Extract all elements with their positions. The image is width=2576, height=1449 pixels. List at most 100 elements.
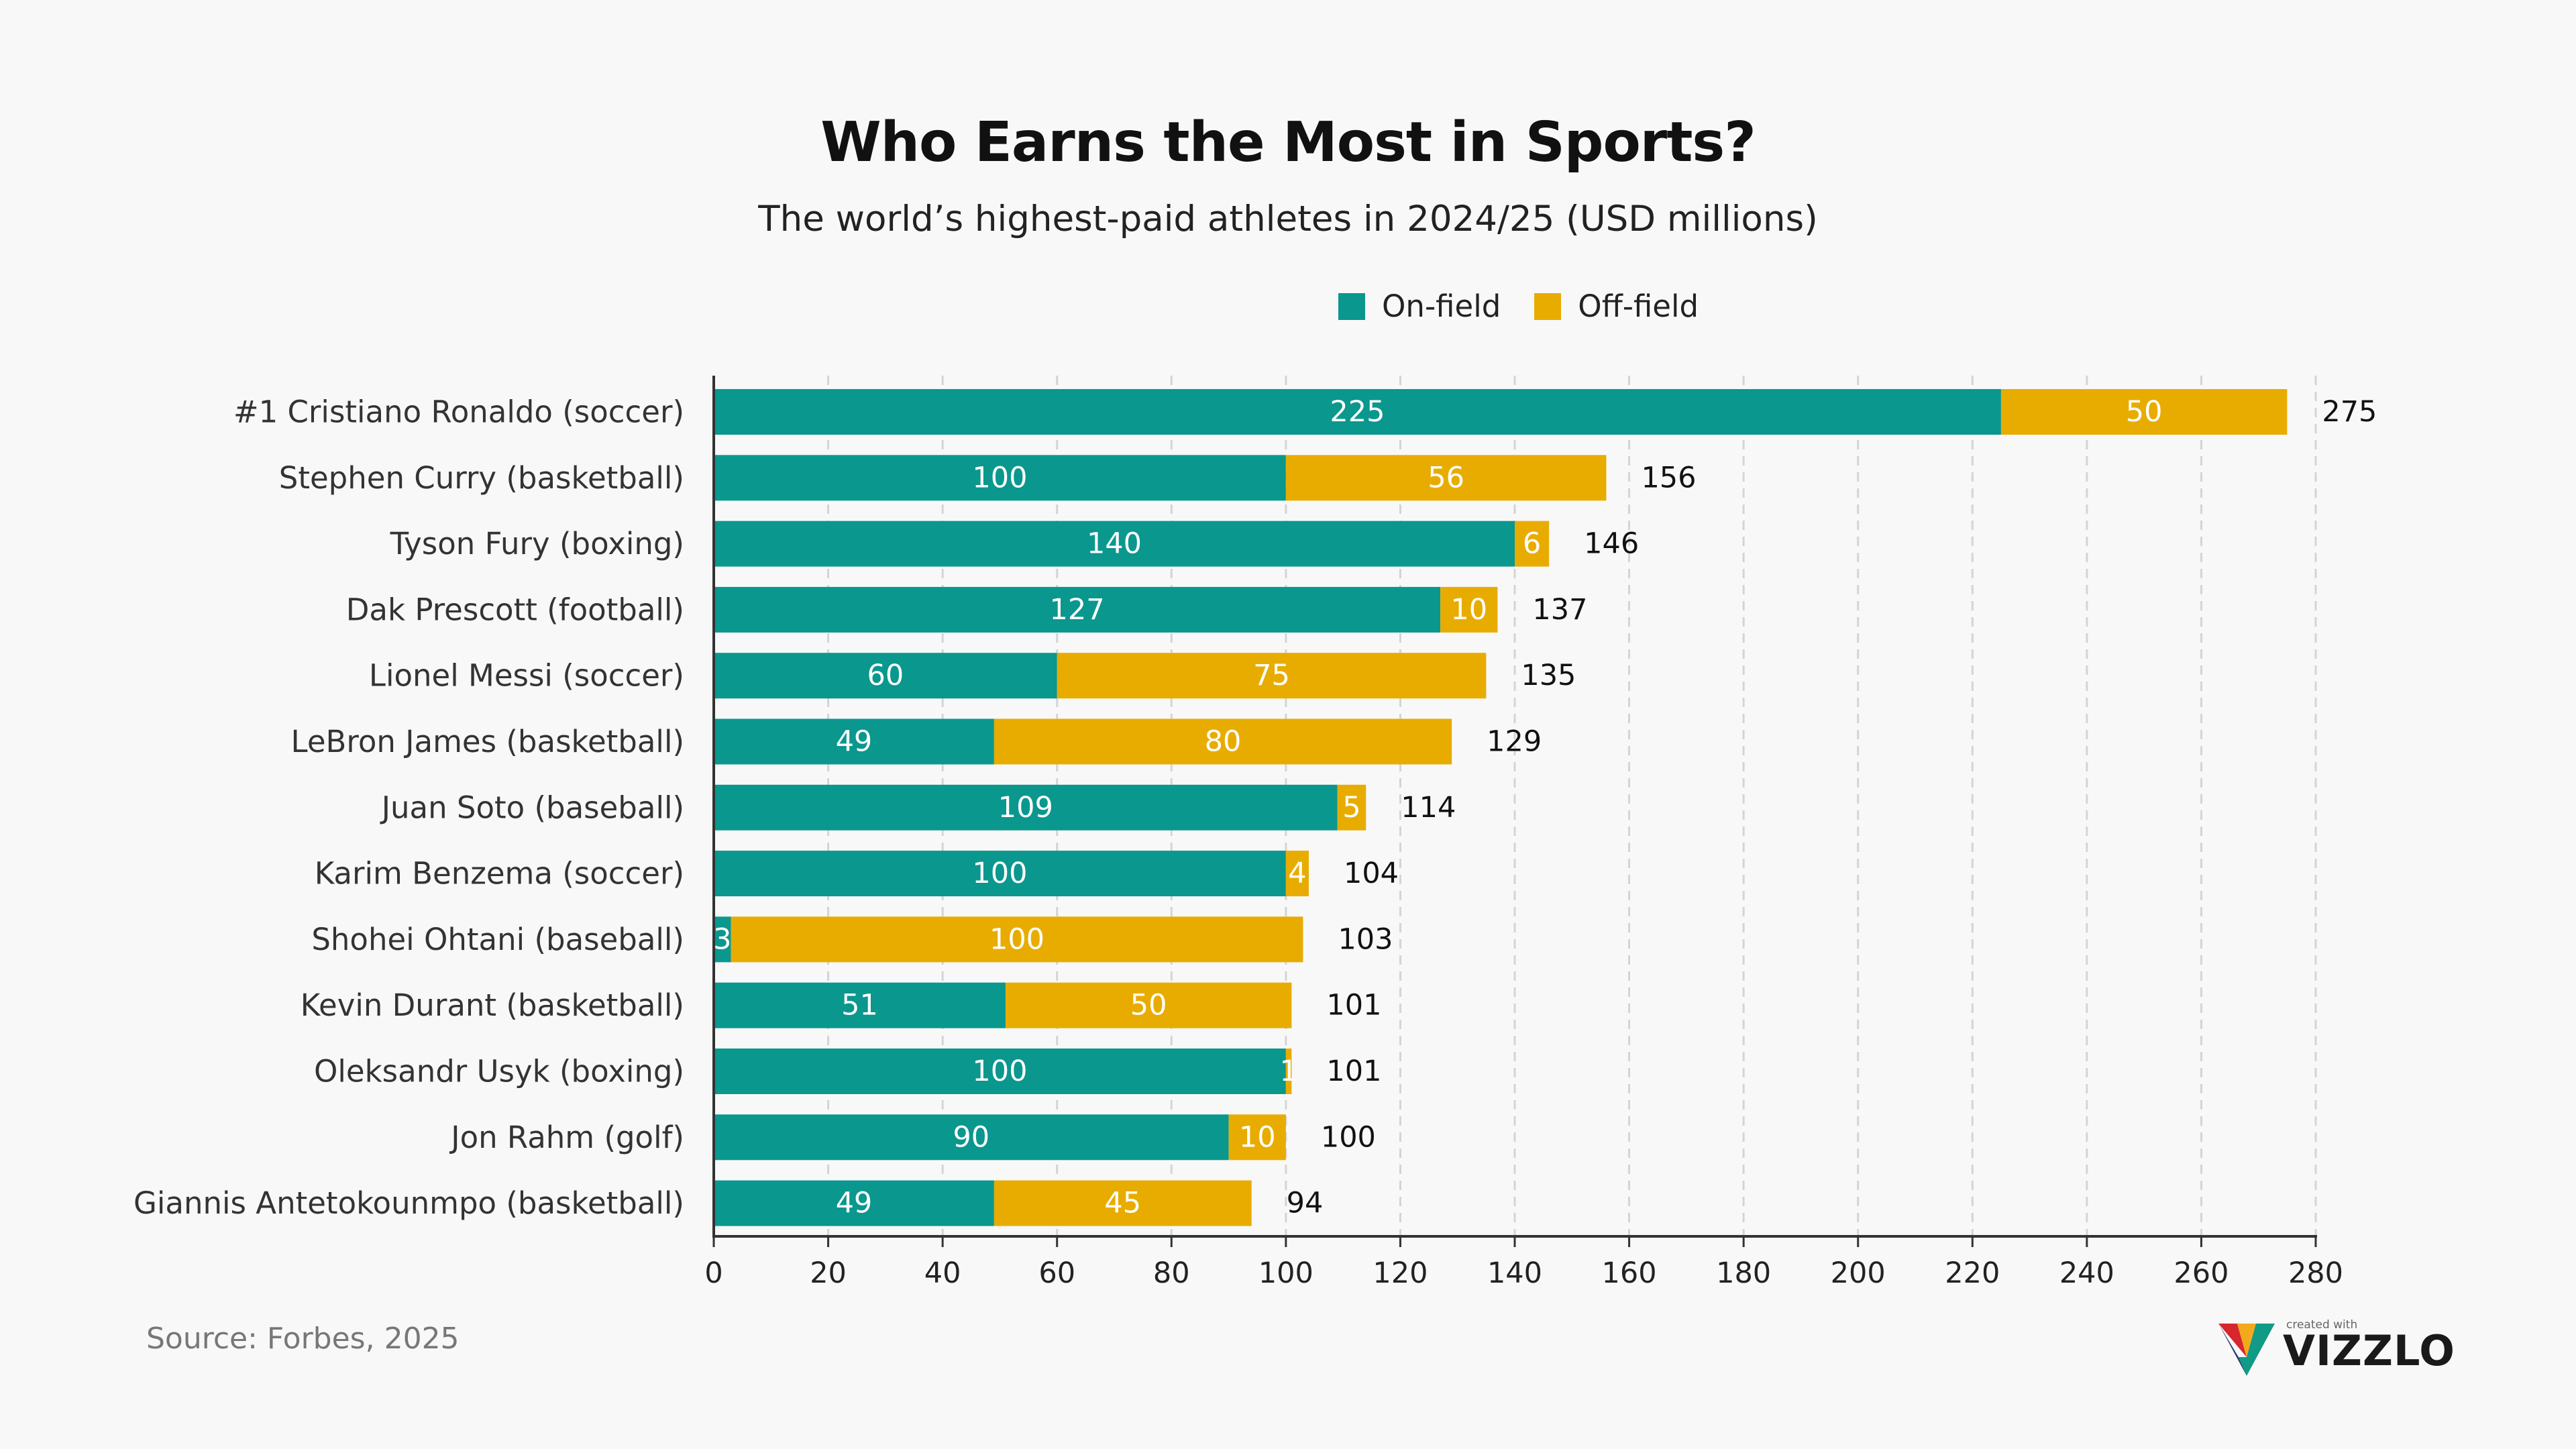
bar-on-field <box>714 653 1057 699</box>
data-label-on-field: 140 <box>1087 527 1142 561</box>
data-label-on-field: 100 <box>972 857 1027 890</box>
category-label: Karim Benzema (soccer) <box>315 856 684 892</box>
data-label-on-field: 100 <box>972 1055 1027 1088</box>
category-label: Oleksandr Usyk (boxing) <box>314 1054 684 1089</box>
data-label-on-field: 49 <box>836 1187 873 1220</box>
bar-off-field <box>994 718 1452 765</box>
bar-on-field <box>714 1049 1286 1094</box>
logo-wordmark: VIZZLO <box>2283 1326 2455 1375</box>
data-label-total: 104 <box>1344 857 1399 890</box>
bar-off-field <box>1285 1049 1292 1094</box>
data-label-on-field: 60 <box>867 659 904 692</box>
x-tick-label: 180 <box>1716 1256 1771 1290</box>
vizzlo-logo-icon <box>2218 1324 2275 1376</box>
data-label-on-field: 127 <box>1050 593 1105 627</box>
bar-on-field <box>714 521 1515 567</box>
category-label: Tyson Fury (boxing) <box>390 526 684 561</box>
bar-on-field <box>714 784 1338 830</box>
data-label-on-field: 90 <box>953 1120 989 1154</box>
x-tick-label: 120 <box>1373 1256 1428 1290</box>
x-tick-label: 20 <box>810 1256 847 1290</box>
data-label-total: 103 <box>1338 922 1393 956</box>
bar-off-field <box>1057 653 1487 699</box>
x-tick-label: 280 <box>2288 1256 2343 1290</box>
bar-off-field <box>1515 521 1550 567</box>
data-label-off-field: 5 <box>1342 791 1360 824</box>
data-label-off-field: 50 <box>2126 395 2163 429</box>
data-label-total: 135 <box>1521 659 1576 692</box>
category-label: Dak Prescott (football) <box>346 592 684 627</box>
data-label-total: 101 <box>1326 1055 1381 1088</box>
data-label-total: 146 <box>1584 527 1639 561</box>
data-label-on-field: 49 <box>836 725 873 759</box>
bar-off-field <box>1285 455 1607 501</box>
legend: On-field Off-field <box>1338 288 1732 324</box>
legend-swatch-on-field <box>1338 292 1365 320</box>
bar-on-field <box>714 982 1006 1028</box>
data-label-on-field: 100 <box>972 461 1027 494</box>
x-tick-label: 40 <box>924 1256 961 1290</box>
category-label: Jon Rahm (golf) <box>449 1120 684 1155</box>
legend-label-off-field: Off-field <box>1578 288 1699 324</box>
x-tick-label: 240 <box>2059 1256 2114 1290</box>
data-label-total: 114 <box>1401 791 1456 824</box>
data-label-on-field: 109 <box>998 791 1053 824</box>
x-tick-label: 260 <box>2174 1256 2229 1290</box>
data-label-total: 100 <box>1321 1120 1376 1154</box>
chart-title: Who Earns the Most in Sports? <box>820 111 1756 174</box>
data-label-off-field: 80 <box>1205 725 1242 759</box>
data-label-total: 101 <box>1326 989 1381 1022</box>
bar-off-field <box>1005 982 1292 1028</box>
data-label-total: 129 <box>1487 725 1542 759</box>
data-label-off-field: 4 <box>1288 857 1306 890</box>
category-label: Shohei Ohtani (baseball) <box>311 922 684 957</box>
vizzlo-logo: created with VIZZLO <box>2217 1318 2455 1379</box>
bar-off-field <box>1228 1114 1286 1161</box>
x-tick-label: 0 <box>704 1256 722 1290</box>
category-label: LeBron James (basketball) <box>291 724 684 759</box>
category-label: #1 Cristiano Ronaldo (soccer) <box>233 394 684 430</box>
x-tick-label: 200 <box>1831 1256 1886 1290</box>
data-label-on-field: 3 <box>713 922 731 956</box>
x-tick-label: 60 <box>1038 1256 1075 1290</box>
bar-off-field <box>994 1180 1252 1226</box>
legend-item-on-field: On-field <box>1338 288 1501 324</box>
x-tick-label: 160 <box>1602 1256 1657 1290</box>
x-tick-label: 100 <box>1258 1256 1313 1290</box>
legend-item-off-field: Off-field <box>1534 288 1699 324</box>
bar-on-field <box>714 455 1286 501</box>
chart-subtitle: The world’s highest-paid athletes in 202… <box>758 199 1818 239</box>
data-label-off-field: 45 <box>1104 1187 1141 1220</box>
data-label-total: 94 <box>1287 1187 1324 1220</box>
category-label: Juan Soto (baseball) <box>380 790 684 825</box>
bar-on-field <box>714 851 1286 897</box>
category-label: Giannis Antetokounmpo (basketball) <box>133 1185 684 1221</box>
data-label-off-field: 50 <box>1130 989 1167 1022</box>
legend-label-on-field: On-field <box>1382 288 1501 324</box>
category-label: Stephen Curry (basketball) <box>279 460 684 496</box>
data-label-off-field: 100 <box>989 922 1044 956</box>
category-label: Lionel Messi (soccer) <box>369 658 684 694</box>
bar-on-field <box>714 1180 994 1226</box>
bar-off-field <box>731 916 1303 963</box>
x-tick-label: 220 <box>1945 1256 2000 1290</box>
bar-on-field <box>714 389 2001 435</box>
data-label-off-field: 6 <box>1523 527 1541 561</box>
bar-off-field <box>1440 586 1498 633</box>
bar-off-field <box>1285 851 1309 897</box>
data-label-off-field: 10 <box>1450 593 1487 627</box>
legend-swatch-off-field <box>1534 292 1562 320</box>
data-label-off-field: 10 <box>1239 1120 1276 1154</box>
data-label-on-field: 51 <box>841 989 878 1022</box>
bar-on-field <box>714 586 1441 633</box>
category-label: Kevin Durant (basketball) <box>301 987 684 1023</box>
data-label-off-field: 75 <box>1253 659 1290 692</box>
source-note: Source: Forbes, 2025 <box>146 1322 460 1356</box>
bar-on-field <box>714 1114 1229 1161</box>
bar-off-field <box>1337 784 1366 830</box>
data-label-total: 137 <box>1532 593 1587 627</box>
data-label-on-field: 225 <box>1330 395 1385 429</box>
x-tick-label: 80 <box>1153 1256 1190 1290</box>
bar-on-field <box>714 916 731 963</box>
